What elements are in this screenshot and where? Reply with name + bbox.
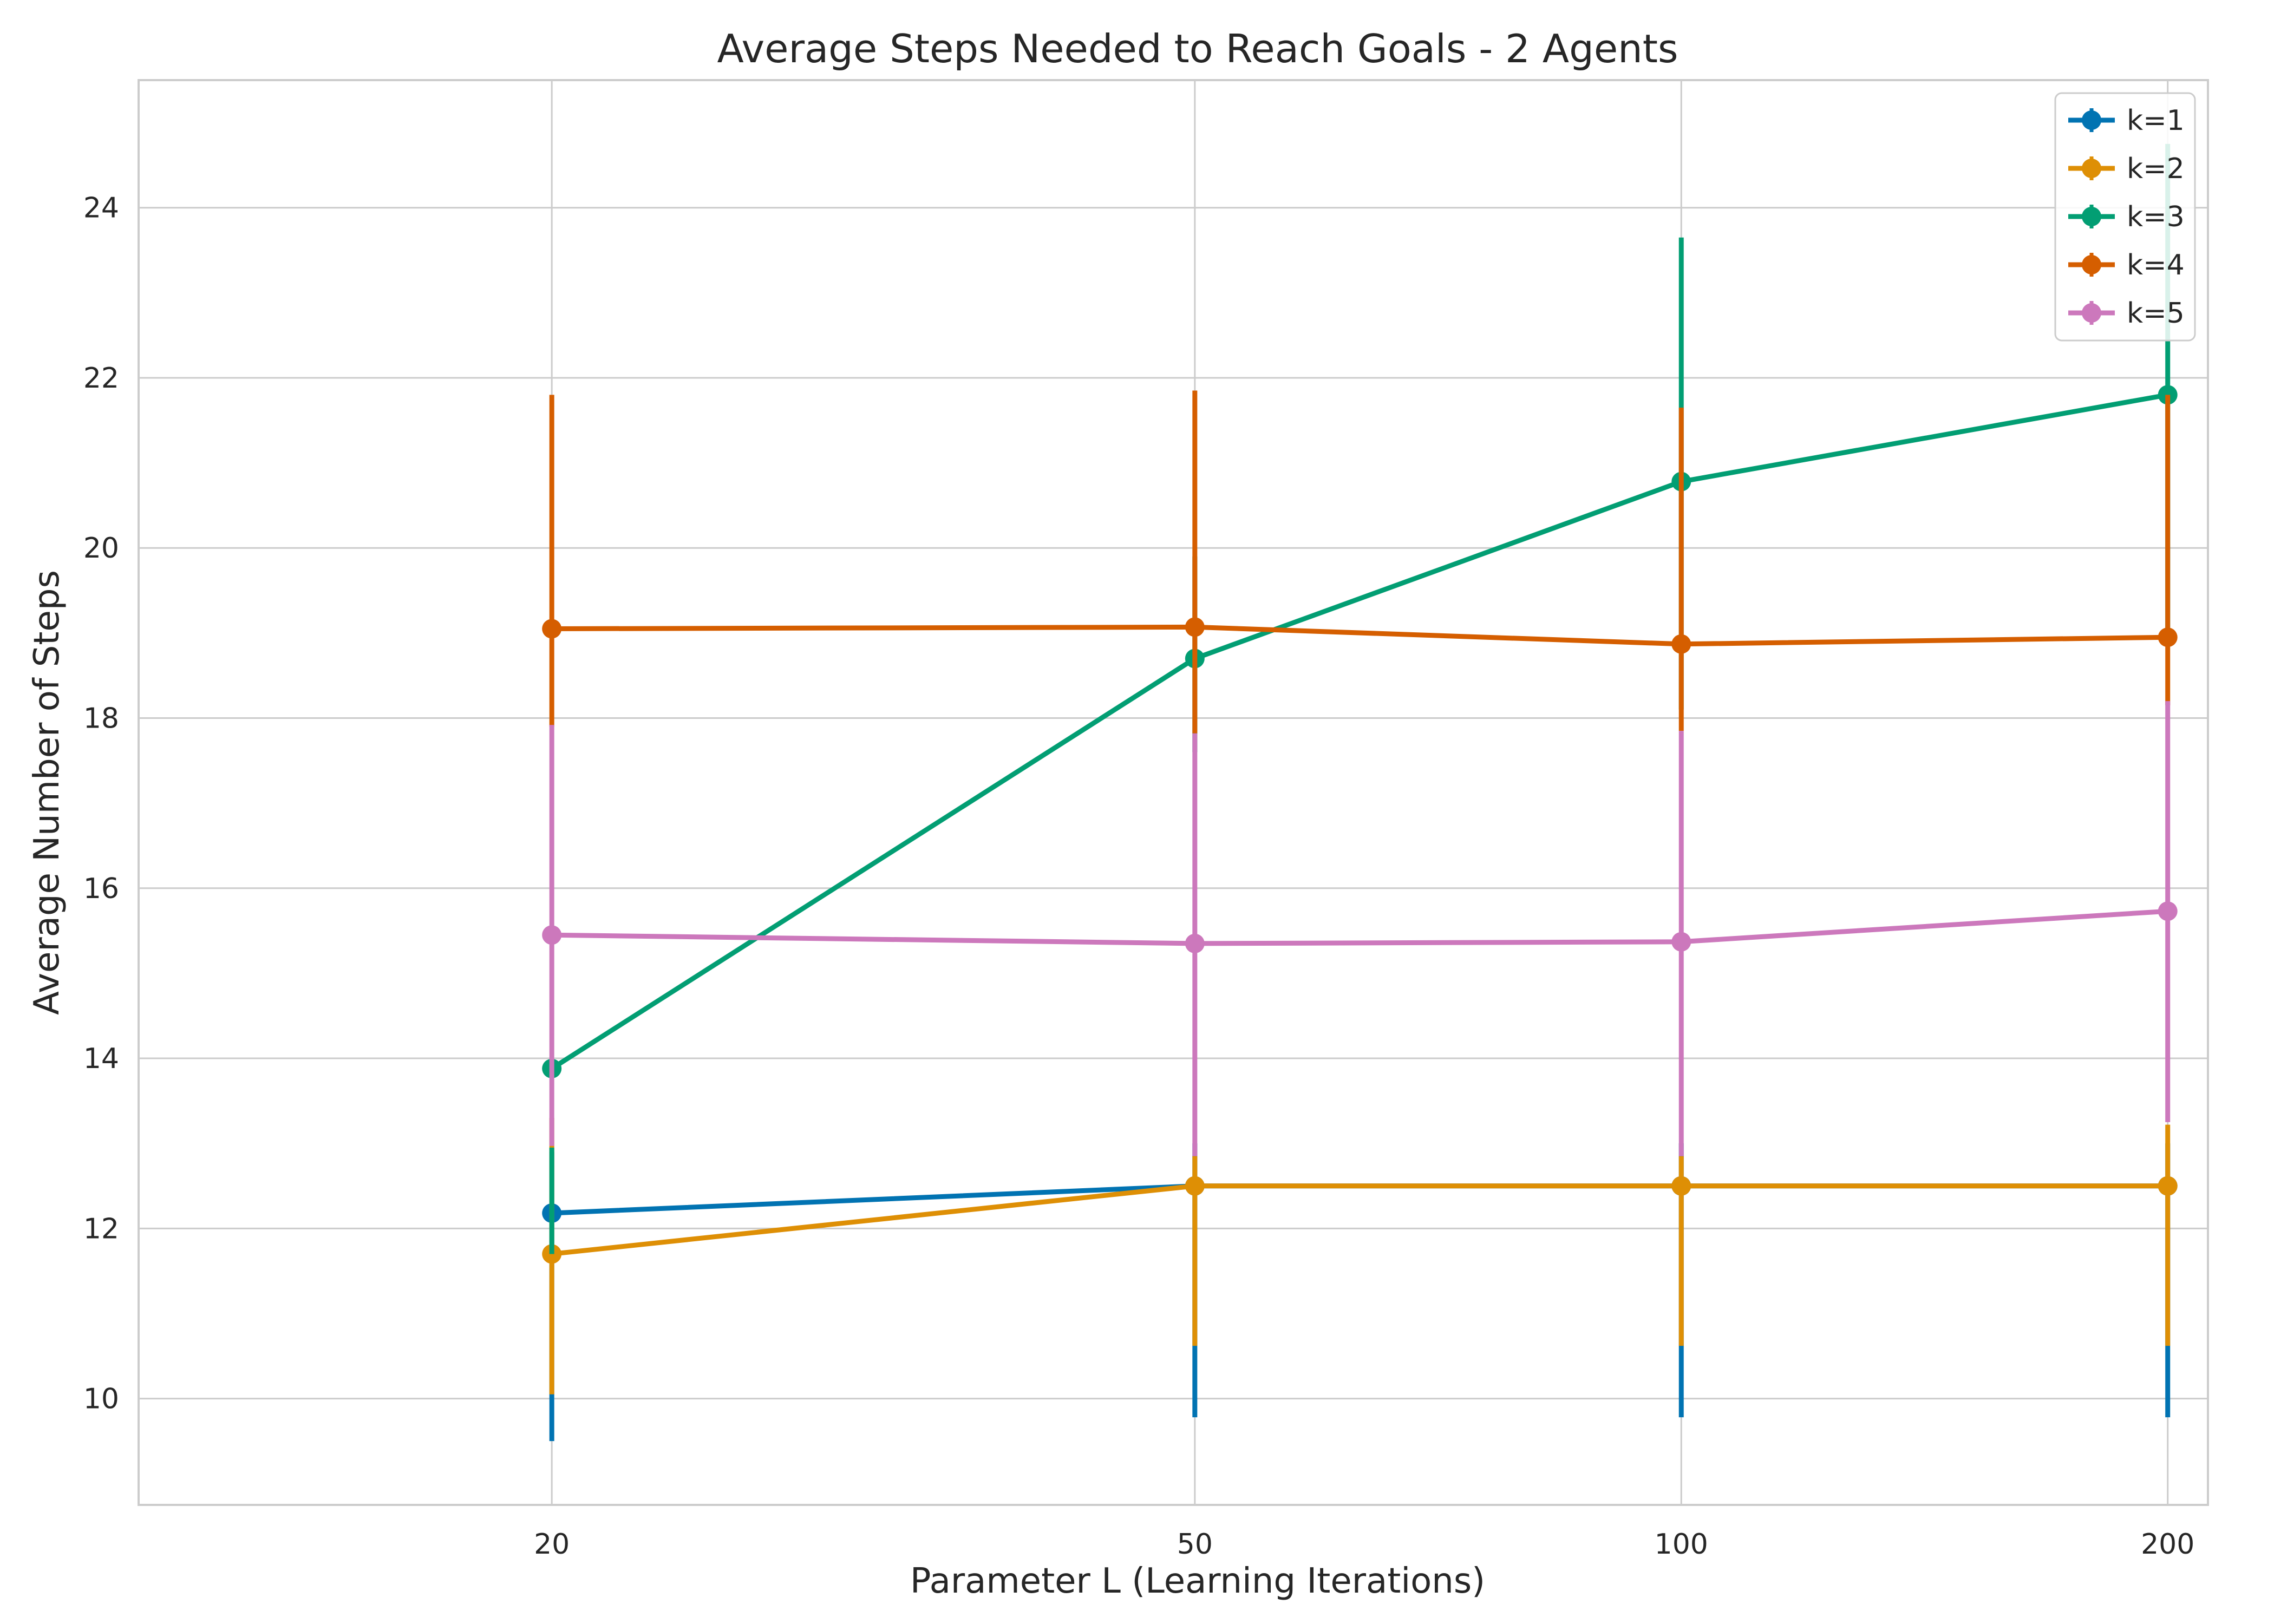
legend-swatch-marker [2082,303,2101,323]
series-line [552,908,2168,946]
plot-area [138,79,2209,1506]
data-point [542,619,562,639]
series-group [542,143,2178,1442]
y-tick-label: 10 [83,1383,119,1416]
series-line [551,1183,2168,1256]
series-line [552,624,2168,647]
legend-label: k=1 [2127,104,2185,137]
series-5 [542,701,2178,1156]
y-tick-label: 12 [83,1213,119,1245]
legend-swatch-marker [2082,110,2101,130]
legend-label: k=2 [2127,153,2185,185]
data-point [1185,1176,1205,1196]
data-point [2158,627,2178,647]
legend-label: k=3 [2127,201,2185,233]
data-point [1671,634,1691,654]
legend-item-5: k=5 [2068,297,2185,330]
y-tick-label: 22 [83,362,119,395]
legend-item-1: k=1 [2068,104,2185,137]
data-point [1671,932,1691,952]
y-tick-label: 14 [83,1043,119,1075]
series-4 [542,390,2178,734]
data-point [542,925,562,945]
data-point [2158,1176,2178,1196]
legend-label: k=4 [2127,249,2185,281]
x-axis-ticks: 20 50 100 200 [534,1528,2194,1561]
legend-swatch-marker [2082,207,2101,226]
legend-label: k=5 [2127,297,2185,330]
y-axis-label: Average Number of Steps [27,570,67,1015]
data-point [1185,617,1205,637]
legend-item-3: k=3 [2068,201,2185,233]
y-tick-label: 16 [83,873,119,905]
y-tick-label: 18 [83,703,119,735]
x-tick-label: 50 [1177,1528,1213,1561]
x-tick-label: 100 [1655,1528,1708,1561]
data-point [1671,1176,1691,1196]
x-tick-label: 200 [2141,1528,2194,1561]
series-2 [542,1118,2178,1394]
x-tick-label: 20 [534,1528,570,1561]
legend-box [2054,92,2196,342]
y-axis-ticks: 10 12 14 16 18 20 22 24 [83,192,119,1416]
chart-title: Average Steps Needed to Reach Goals - 2 … [717,26,1678,71]
x-axis-label: Parameter L (Learning Iterations) [910,1561,1485,1601]
data-point [1185,933,1205,953]
legend-swatch-marker [2082,255,2101,274]
y-tick-label: 24 [83,192,119,225]
legend-item-2: k=2 [2068,153,2185,185]
series-line [550,392,2168,1071]
y-tick-label: 20 [83,532,119,565]
legend-swatch-marker [2082,159,2101,178]
legend-item-4: k=4 [2068,249,2185,281]
data-point [2158,901,2178,921]
legend: k=1 k=2 k=3 k=4 k=5 [2054,92,2196,342]
